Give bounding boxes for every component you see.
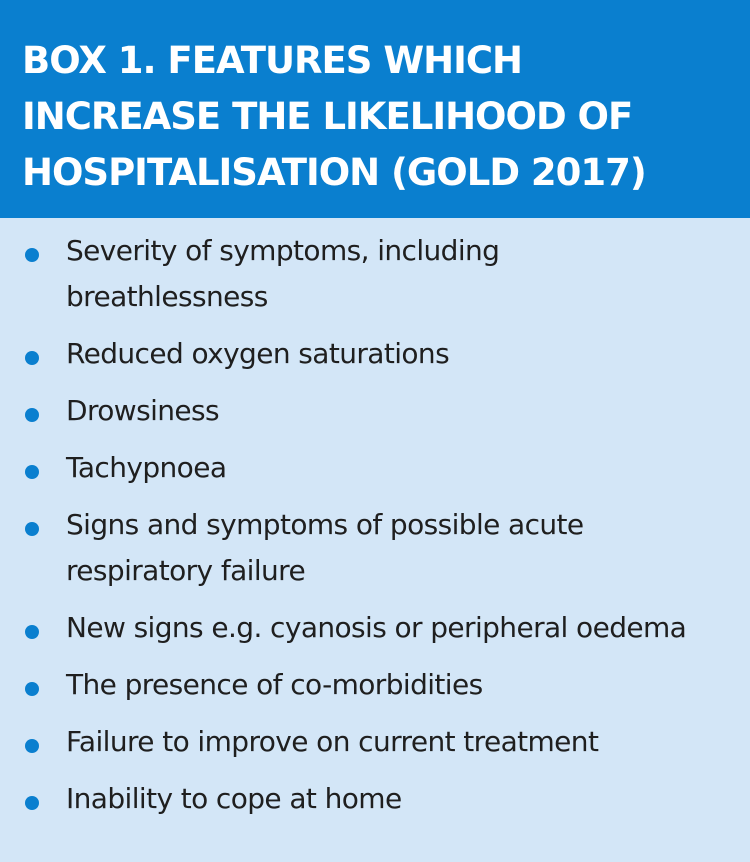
list-item-line: respiratory failure — [66, 554, 306, 587]
list-item-line: breathlessness — [66, 280, 268, 313]
bullet-icon — [25, 625, 39, 639]
list-item: Failure to improve on current treatment — [0, 719, 750, 765]
list-item-line: The presence of co-morbidities — [66, 668, 483, 701]
list-item: Reduced oxygen saturations — [0, 331, 750, 377]
list-item-line: Inability to cope at home — [66, 782, 402, 815]
list-item: Inability to cope at home — [0, 776, 750, 822]
box-header: BOX 1. FEATURES WHICH INCREASE THE LIKEL… — [0, 0, 750, 218]
list-item-line: Drowsiness — [66, 394, 220, 427]
box-title-line-2: INCREASE THE LIKELIHOOD OF — [22, 95, 633, 138]
bullet-icon — [25, 408, 39, 422]
list-item: Drowsiness — [0, 388, 750, 434]
list-item: New signs e.g. cyanosis or peripheral oe… — [0, 605, 750, 651]
list-item: Severity of symptoms, including breathle… — [0, 228, 750, 320]
list-item-line: Severity of symptoms, including — [66, 234, 500, 267]
bullet-icon — [25, 465, 39, 479]
bullet-icon — [25, 522, 39, 536]
list-item: Signs and symptoms of possible acute res… — [0, 502, 750, 594]
list-item-line: Tachypnoea — [66, 451, 227, 484]
bullet-icon — [25, 682, 39, 696]
box-title-line-3: HOSPITALISATION (GOLD 2017) — [22, 151, 647, 194]
bullet-icon — [25, 796, 39, 810]
box-title-line-1: BOX 1. FEATURES WHICH — [22, 39, 523, 82]
list-item: The presence of co-morbidities — [0, 662, 750, 708]
list-item-line: Failure to improve on current treatment — [66, 725, 599, 758]
list-item: Tachypnoea — [0, 445, 750, 491]
bullet-icon — [25, 739, 39, 753]
list-item-line: Reduced oxygen saturations — [66, 337, 450, 370]
list-item-line: Signs and symptoms of possible acute — [66, 508, 584, 541]
bullet-icon — [25, 248, 39, 262]
feature-list: Severity of symptoms, including breathle… — [0, 228, 750, 822]
list-item-line: New signs e.g. cyanosis or peripheral oe… — [66, 611, 687, 644]
bullet-icon — [25, 351, 39, 365]
